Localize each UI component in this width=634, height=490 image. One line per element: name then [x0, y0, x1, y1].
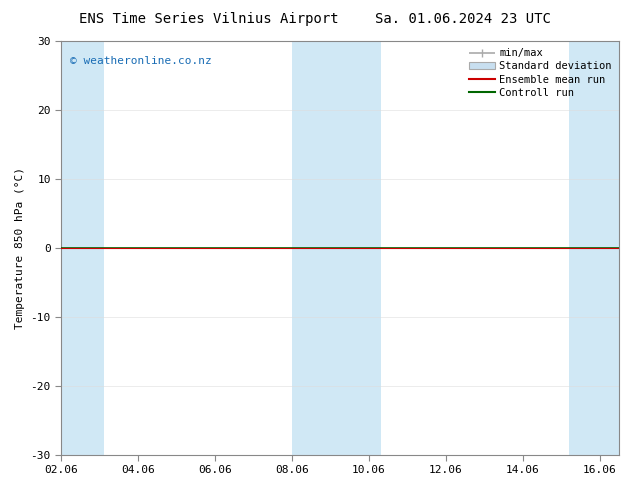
Bar — [292, 41, 350, 455]
Legend: min/max, Standard deviation, Ensemble mean run, Controll run: min/max, Standard deviation, Ensemble me… — [467, 46, 614, 100]
Text: © weatheronline.co.nz: © weatheronline.co.nz — [70, 55, 211, 66]
Bar — [350, 41, 380, 455]
Y-axis label: Temperature 850 hPa (°C): Temperature 850 hPa (°C) — [15, 167, 25, 329]
Text: Sa. 01.06.2024 23 UTC: Sa. 01.06.2024 23 UTC — [375, 12, 551, 26]
Bar — [61, 41, 103, 455]
Text: ENS Time Series Vilnius Airport: ENS Time Series Vilnius Airport — [79, 12, 339, 26]
Bar — [569, 41, 619, 455]
